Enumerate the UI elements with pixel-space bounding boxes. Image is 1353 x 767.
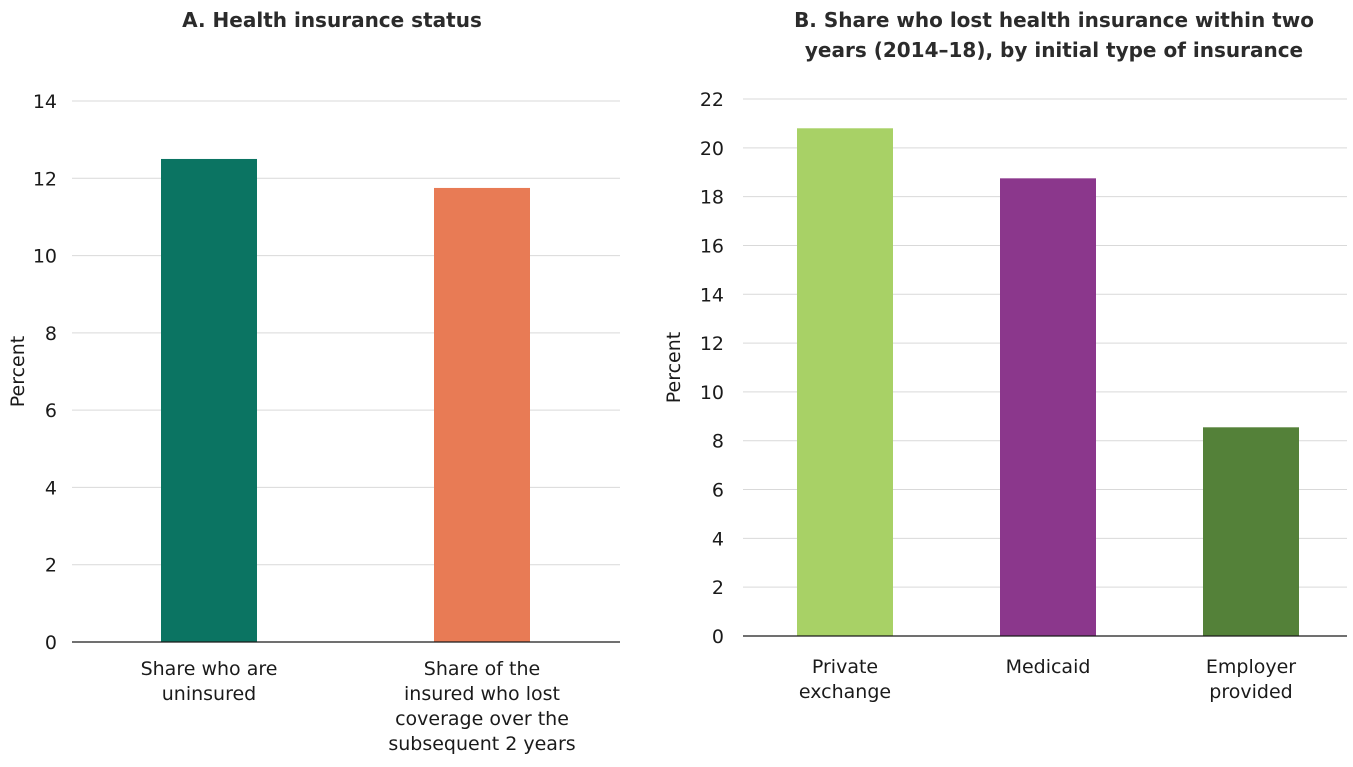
- panel-a-y-axis-label: Percent: [7, 336, 29, 408]
- panel-a-bar: [161, 158, 257, 642]
- panel-b-bar: [1000, 178, 1096, 637]
- panel-b-y-tick-label: 14: [700, 284, 724, 306]
- panel-a-y-tick-label: 10: [33, 246, 57, 268]
- panel-b-y-tick-label: 22: [700, 89, 724, 111]
- panel-b-category-label: exchange: [799, 681, 891, 703]
- panel-a-y-tick-label: 4: [45, 477, 57, 499]
- panel-b-y-tick-label: 2: [712, 577, 724, 599]
- panel-a-y-tick-label: 12: [33, 168, 57, 190]
- panel-b-category-label: Employer: [1206, 656, 1296, 678]
- panel-b-y-tick-label: 20: [700, 138, 724, 160]
- panel-b-title-line: years (2014–18), by initial type of insu…: [805, 38, 1303, 62]
- panel-b-y-tick-label: 6: [712, 480, 724, 502]
- panel-a-title-line: A. Health insurance status: [182, 8, 482, 32]
- panel-b-y-tick-label: 18: [700, 187, 724, 209]
- panel-a-y-tick-label: 8: [45, 323, 57, 345]
- panel-b-category-label: Medicaid: [1006, 656, 1091, 678]
- panel-b-y-tick-label: 10: [700, 382, 724, 404]
- panel-a-category-label: coverage over the: [395, 708, 569, 730]
- panel-b-title-line: B. Share who lost health insurance withi…: [794, 8, 1314, 32]
- panel-a-y-tick-label: 0: [45, 632, 57, 654]
- panel-b-y-tick-label: 16: [700, 235, 724, 257]
- panel-b-category-label: Private: [812, 656, 878, 678]
- panel-b-y-tick-label: 8: [712, 431, 724, 453]
- panel-a-category-label: Share who are: [141, 658, 278, 680]
- panel-a-bar: [434, 187, 530, 643]
- panel-a-y-tick-label: 14: [33, 91, 57, 113]
- panel-b-y-tick-label: 0: [712, 626, 724, 648]
- panel-b-category-label: provided: [1209, 681, 1292, 703]
- panel-b-bar: [797, 128, 893, 637]
- panel-a-y-tick-label: 2: [45, 555, 57, 577]
- panel-a-category-label: uninsured: [162, 683, 257, 705]
- panel-a-category-label: subsequent 2 years: [388, 733, 575, 755]
- panel-b-y-tick-label: 12: [700, 333, 724, 355]
- panel-b-bar: [1203, 427, 1299, 636]
- panel-a-category-label: insured who lost: [404, 683, 560, 705]
- panel-b-y-axis-label: Percent: [663, 332, 685, 404]
- panel-b-y-tick-label: 4: [712, 528, 724, 550]
- panel-a-y-tick-label: 6: [45, 400, 57, 422]
- panel-a-category-label: Share of the: [424, 658, 540, 680]
